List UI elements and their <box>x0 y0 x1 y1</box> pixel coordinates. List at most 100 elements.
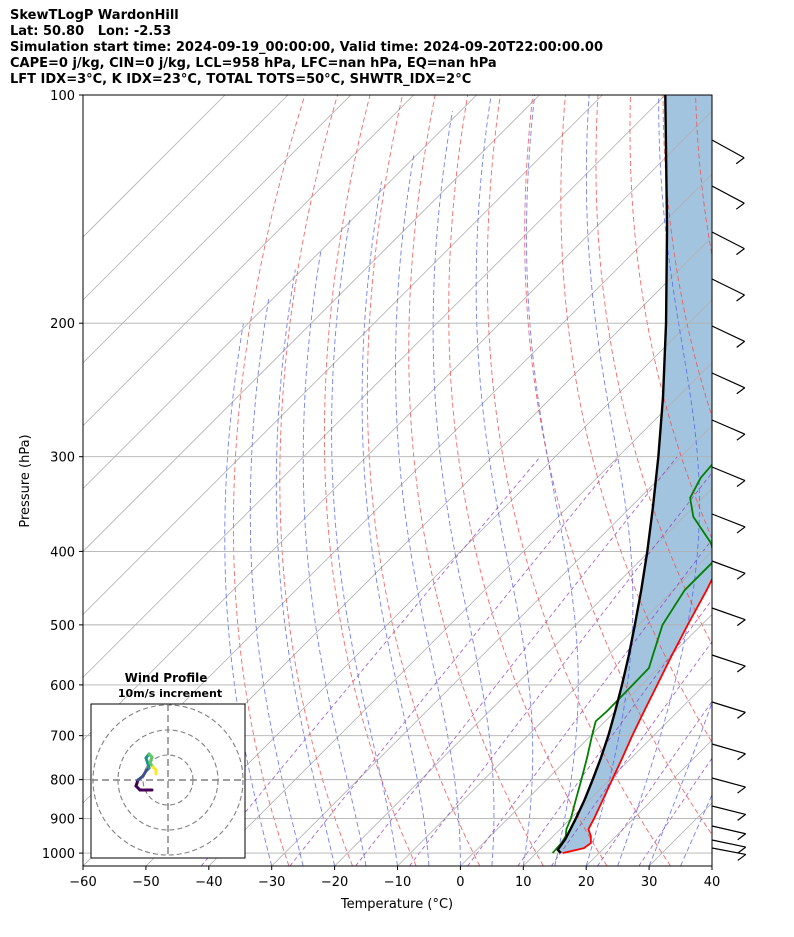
wind-barb <box>711 231 745 256</box>
moist-adiabat-lines <box>224 95 712 866</box>
wind-barb <box>711 419 746 441</box>
wind-barb <box>711 513 746 534</box>
plot-contents <box>83 95 794 866</box>
wind-barb <box>711 839 747 854</box>
x-axis-label: Temperature (°C) <box>340 897 453 912</box>
wind-barb-flag <box>736 619 746 627</box>
wind-barb-staff <box>711 607 746 621</box>
profile-lines <box>551 95 712 854</box>
mixing-ratio-line <box>355 456 678 866</box>
isotherm-line <box>334 488 712 866</box>
wind-barb-staff <box>711 777 746 788</box>
moist-adiabat-line <box>249 297 304 866</box>
isotherm-line <box>83 95 226 238</box>
y-axis-label: Pressure (hPa) <box>18 434 33 527</box>
dry-adiabat-line <box>448 95 608 866</box>
isotherm-line <box>397 550 712 866</box>
moist-adiabat-line <box>361 181 430 866</box>
wind-barb-flag <box>736 248 745 256</box>
y-tick-label: 400 <box>50 545 75 560</box>
y-tick-label: 500 <box>50 619 75 634</box>
wind-barb-staff <box>711 560 746 574</box>
x-tick-label: 10 <box>515 875 532 890</box>
isotherm-line <box>83 95 603 615</box>
chart-header: SkewTLogP WardonHill Lat: 50.80 Lon: -2.… <box>10 8 790 88</box>
wind-barb-flag <box>737 833 747 841</box>
wind-barb-staff <box>711 325 745 342</box>
wind-barb-staff <box>711 139 745 159</box>
moist-adiabat-line <box>395 154 461 866</box>
wind-barb-flag <box>736 665 746 673</box>
location-line: Lat: 50.80 Lon: -2.53 <box>10 24 172 39</box>
wind-barb-staff <box>711 419 746 435</box>
x-axis: −60 −50 −40 −30 −20 −10 0 10 20 30 40 <box>69 866 720 890</box>
x-tick-label: 40 <box>704 875 721 890</box>
moist-adiabat-line <box>711 864 712 866</box>
x-tick-label: −20 <box>321 875 348 890</box>
cin-area <box>557 95 712 854</box>
wind-barb <box>711 139 745 165</box>
moist-adiabat-line <box>331 217 398 866</box>
temperature-line <box>562 577 712 854</box>
wind-barb <box>711 466 746 488</box>
wind-barb <box>711 777 746 794</box>
dry-adiabat-line <box>560 95 712 743</box>
x-tick-label: 30 <box>641 875 658 890</box>
wind-barb-flag <box>736 480 746 488</box>
x-tick-label: −50 <box>132 875 159 890</box>
dry-adiabat-line <box>761 95 794 866</box>
hodograph-subtitle: 10m/s increment <box>118 687 222 700</box>
wind-barb <box>711 701 746 719</box>
moist-adiabat-line <box>275 269 336 866</box>
wind-barb-staff <box>711 231 745 250</box>
wind-barb <box>711 805 746 821</box>
isotherm-line <box>83 95 540 553</box>
wind-barb-flag <box>737 846 747 854</box>
isotherm-line <box>145 299 712 866</box>
x-tick-label: −10 <box>384 875 411 890</box>
dry-adiabat-line <box>662 95 712 418</box>
isotherm-line <box>83 95 352 364</box>
dry-adiabat-line <box>366 95 481 866</box>
wind-barb-staff <box>711 847 746 856</box>
hodograph: Wind Profile 10m/s increment <box>90 671 246 859</box>
isotherm-line <box>711 865 712 866</box>
index-line: LFT IDX=3°C, K IDX=23°C, TOTAL TOTS=50°C… <box>10 72 472 87</box>
dry-adiabat-line <box>524 95 712 836</box>
y-tick-label: 100 <box>50 89 75 104</box>
wind-barb <box>711 325 746 348</box>
mixing-ratio-line <box>467 538 712 866</box>
wind-barb-staff <box>711 701 746 713</box>
wind-barb-staff <box>711 372 746 389</box>
y-tick-label: 800 <box>50 774 75 789</box>
wind-barb <box>711 847 747 861</box>
y-tick-label: 900 <box>50 812 75 827</box>
isotherm-line <box>83 95 477 490</box>
wind-barbs <box>711 139 747 861</box>
isotherm-line <box>460 613 712 866</box>
wind-barb-flag <box>736 572 746 580</box>
mixing-ratio-lines <box>200 456 712 866</box>
dry-adiabat-lines <box>232 95 794 866</box>
dewpoint-line <box>551 463 712 854</box>
wind-barb <box>711 372 746 395</box>
chart-title: SkewTLogP WardonHill <box>10 8 179 23</box>
wind-barb-staff <box>711 825 746 835</box>
wind-barb-staff <box>711 805 746 815</box>
wind-barb-flag <box>736 526 746 534</box>
y-tick-label: 700 <box>50 730 75 745</box>
moist-adiabat-line <box>648 701 712 866</box>
x-tick-label: −40 <box>195 875 222 890</box>
wind-barb-flag <box>736 433 746 441</box>
isotherm-line <box>83 110 712 741</box>
dry-adiabat-line <box>232 95 306 866</box>
time-line: Simulation start time: 2024-09-19_00:00:… <box>10 40 603 55</box>
wind-barb-flag <box>735 157 745 165</box>
dry-adiabat-line <box>279 95 353 866</box>
wind-barb <box>711 560 746 580</box>
wind-barb-staff <box>711 513 746 528</box>
wind-barb-flag <box>737 813 746 821</box>
wind-barb-flag <box>736 294 745 302</box>
mixing-ratio-line <box>409 472 712 866</box>
